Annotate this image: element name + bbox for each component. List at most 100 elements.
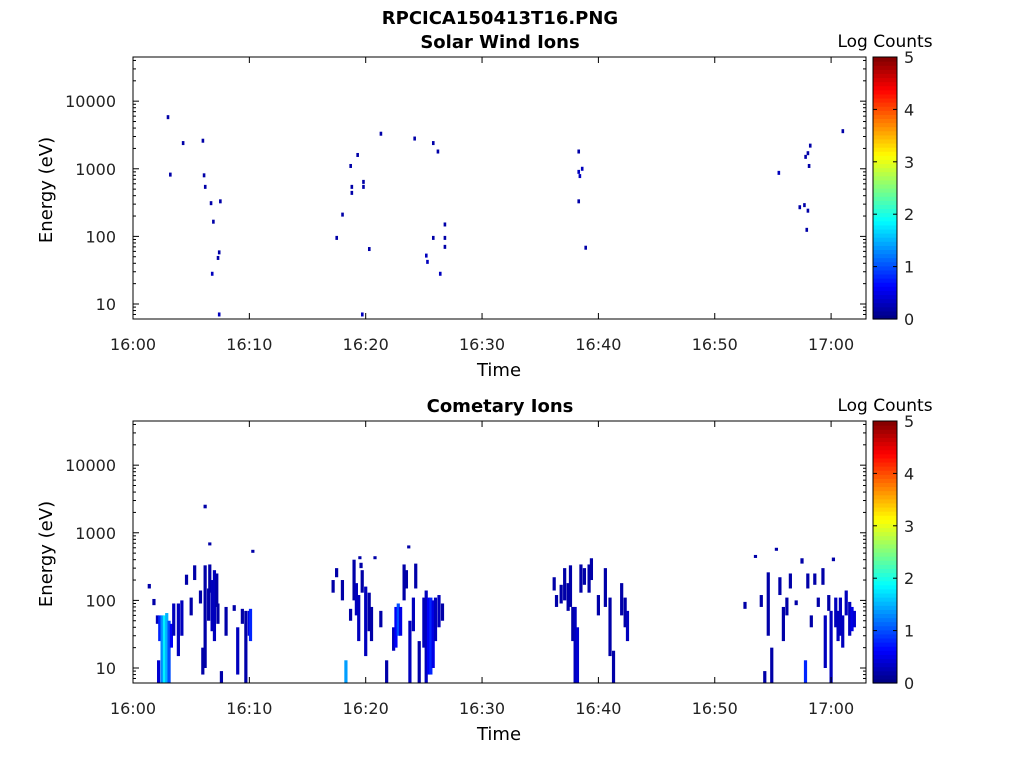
colorbar-swatch xyxy=(873,633,897,639)
colorbar-swatch xyxy=(873,515,897,520)
x-tick-label: 16:40 xyxy=(575,335,621,354)
heatmap-column xyxy=(806,573,810,589)
heatmap-column xyxy=(608,597,612,657)
colorbar-swatch xyxy=(873,142,897,148)
colorbar-swatch xyxy=(873,97,897,103)
heatmap-cell xyxy=(341,212,344,217)
heatmap-column xyxy=(331,580,335,593)
heatmap-cell xyxy=(335,235,339,240)
heatmap-column xyxy=(203,565,207,669)
colorbar-swatch xyxy=(873,445,897,451)
heatmap-column xyxy=(809,615,813,628)
heatmap-column xyxy=(172,603,176,636)
heatmap-column xyxy=(568,565,573,607)
heatmap-column xyxy=(794,600,798,606)
heatmap-column xyxy=(357,595,361,642)
colorbar-swatch xyxy=(873,609,897,615)
heatmap-cell xyxy=(807,163,811,168)
colorbar-swatch xyxy=(873,306,897,312)
heatmap-cell xyxy=(438,271,442,276)
heatmap-column xyxy=(354,583,358,616)
heatmap-cell xyxy=(443,235,447,240)
colorbar-swatch xyxy=(873,257,897,263)
heatmap-column xyxy=(344,660,348,683)
heatmap-column xyxy=(379,610,383,628)
colorbar-swatch xyxy=(873,89,897,95)
x-tick-label: 17:00 xyxy=(808,699,854,718)
heatmap-cell xyxy=(356,152,359,157)
heatmap-cell xyxy=(203,184,207,189)
heatmap-column xyxy=(158,615,162,642)
colorbar-swatch xyxy=(873,298,897,304)
heatmap-column xyxy=(224,606,228,636)
heatmap-cell xyxy=(577,199,581,204)
heatmap-cell xyxy=(219,199,222,204)
colorbar-swatch xyxy=(873,282,897,287)
colorbar: 0 1 2 3 4 5 xyxy=(872,412,914,693)
heatmap-cell xyxy=(216,255,220,260)
heatmap-column xyxy=(360,570,364,593)
colorbar-swatch xyxy=(873,151,897,156)
x-tick-label: 16:50 xyxy=(692,335,738,354)
heatmap-column xyxy=(829,610,833,683)
heatmap-cell xyxy=(798,205,802,210)
colorbar-tick-label: 2 xyxy=(904,569,914,588)
heatmap-cell xyxy=(805,227,809,232)
heatmap-column xyxy=(823,615,827,669)
heatmap-cell xyxy=(201,138,205,143)
y-axis-label: Energy (eV) xyxy=(36,137,57,243)
colorbar-swatch xyxy=(873,588,897,594)
heatmap-column xyxy=(575,627,580,683)
heatmap-cell xyxy=(425,253,428,258)
heatmap-column xyxy=(184,574,189,585)
colorbar-swatch xyxy=(873,228,897,234)
heatmap-column xyxy=(414,563,418,589)
heatmap-column xyxy=(813,573,817,585)
heatmap-column xyxy=(844,590,848,616)
colorbar-swatch xyxy=(873,601,897,606)
heatmap-column xyxy=(215,573,219,607)
x-tick-label: 16:30 xyxy=(459,335,505,354)
colorbar-swatch xyxy=(873,241,897,246)
plot-area xyxy=(133,57,866,319)
colorbar-swatch xyxy=(873,102,897,107)
heatmap-column xyxy=(189,597,193,616)
heatmap-column xyxy=(399,606,403,636)
heatmap-cell xyxy=(169,172,172,177)
heatmap-column xyxy=(589,558,594,581)
heatmap-column xyxy=(827,595,831,611)
heatmap-column xyxy=(774,547,779,551)
heatmap-cell xyxy=(431,235,435,240)
heatmap-column xyxy=(162,615,167,683)
heatmap-cell xyxy=(350,190,354,195)
heatmap-column xyxy=(803,660,808,683)
colorbar-swatch xyxy=(873,556,897,561)
colorbar-swatch xyxy=(873,69,897,74)
colorbar-swatch xyxy=(873,61,897,66)
heatmap-cell xyxy=(443,222,447,227)
heatmap-column xyxy=(559,584,563,604)
heatmap-column xyxy=(579,564,583,593)
heatmap-column xyxy=(165,613,169,683)
heatmap-column xyxy=(358,556,362,560)
colorbar-swatch xyxy=(873,65,897,70)
heatmap-column xyxy=(778,577,782,596)
colorbar-swatch xyxy=(873,425,897,430)
colorbar-swatch xyxy=(873,81,897,87)
heatmap-column xyxy=(422,597,426,648)
heatmap-cell xyxy=(777,170,781,175)
heatmap-column xyxy=(340,580,345,601)
heatmap-column xyxy=(554,595,559,607)
heatmap-column xyxy=(160,615,164,683)
colorbar-swatch xyxy=(873,220,897,226)
colorbar-swatch xyxy=(873,122,897,128)
colorbar-frame xyxy=(872,56,898,320)
colorbar-swatch xyxy=(873,576,897,582)
colorbar-swatch xyxy=(873,159,897,165)
heatmap-column xyxy=(244,610,248,683)
colorbar-swatch xyxy=(873,527,897,533)
colorbar-tick-label: 3 xyxy=(904,517,914,536)
colorbar-swatch xyxy=(873,580,897,586)
